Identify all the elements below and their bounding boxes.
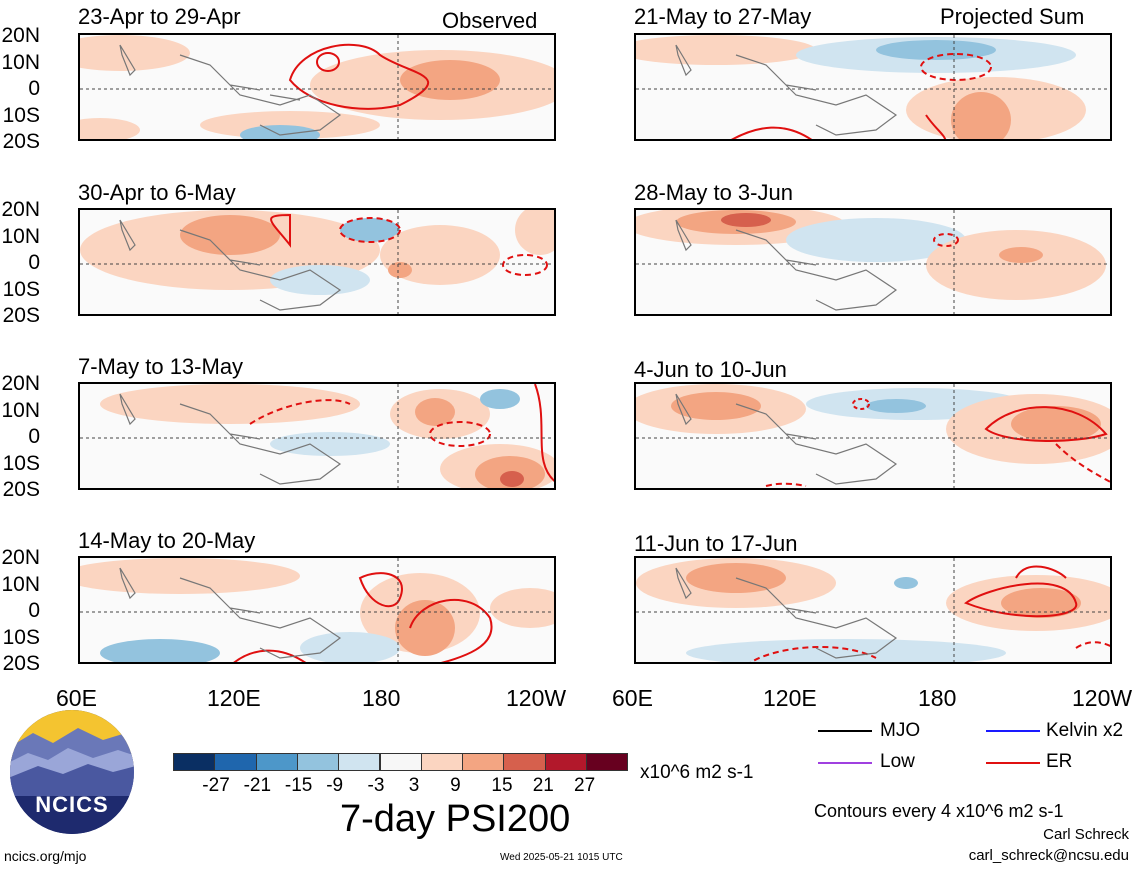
- lat-label: 20S: [2, 478, 40, 501]
- map-panel: [78, 33, 556, 141]
- colorbar-cell: [255, 753, 298, 771]
- lat-label: 10N: [1, 225, 40, 248]
- lon-label: 180: [918, 685, 957, 711]
- lon-label: 120W: [1072, 685, 1133, 711]
- lat-label: 10N: [1, 399, 40, 422]
- lat-label: 20N: [1, 372, 40, 395]
- lat-label: 20N: [1, 546, 40, 569]
- lon-label: 120E: [207, 685, 261, 711]
- legend-label-mjo: MJO: [880, 720, 921, 741]
- legend-label-kelvin: Kelvin x2: [1046, 720, 1124, 741]
- colorbar-tick: -15: [284, 775, 313, 796]
- map-panel: [78, 556, 556, 664]
- panel-title: 21-May to 27-May: [634, 4, 812, 29]
- author: Carl Schreck: [1043, 826, 1129, 843]
- contour-note: Contours every 4 x10^6 m2 s-1: [814, 801, 1064, 821]
- legend-swatch-kelvin: [986, 730, 1040, 732]
- legend-label-er: ER: [1046, 751, 1073, 772]
- colorbar-tick: 15: [491, 775, 513, 796]
- lat-label: 20S: [2, 304, 40, 327]
- map-panel: [78, 382, 556, 490]
- colorbar-tick: 3: [408, 775, 420, 796]
- ncics-logo: NCICS: [8, 708, 136, 836]
- lat-label: 0: [28, 251, 40, 274]
- lat-label: 10S: [2, 452, 40, 475]
- colorbar-tick: 21: [532, 775, 554, 796]
- lat-label: 10S: [2, 278, 40, 301]
- lon-label: 60E: [612, 685, 653, 711]
- lat-label: 20S: [2, 652, 40, 675]
- colorbar-tick: 9: [450, 775, 461, 796]
- lat-label: 10N: [1, 51, 40, 74]
- map-panel: [634, 382, 1112, 490]
- map-panel: [634, 33, 1112, 141]
- legend-swatch-low: [818, 762, 872, 764]
- lon-label: 120E: [763, 685, 817, 711]
- panel-tag: Observed: [442, 8, 538, 33]
- panel-title: 30-Apr to 6-May: [78, 180, 236, 205]
- panel-title: 7-May to 13-May: [78, 354, 244, 379]
- colorbar-cell: [296, 753, 340, 771]
- colorbar-units: x10^6 m2 s-1: [640, 762, 754, 783]
- lat-label: 0: [28, 599, 40, 622]
- lat-label: 10S: [2, 626, 40, 649]
- panel-title: 28-May to 3-Jun: [634, 180, 793, 205]
- lat-label: 0: [28, 425, 40, 448]
- colorbar-cell: [503, 753, 546, 771]
- colorbar-cell: [338, 753, 381, 771]
- colorbar-cell: [173, 753, 216, 771]
- colorbar-tick: -21: [243, 775, 272, 796]
- lat-label: 10N: [1, 573, 40, 596]
- lat-label: 10S: [2, 104, 40, 127]
- lon-label: 60E: [56, 685, 97, 711]
- colorbar-cell: [462, 753, 505, 771]
- legend-label-low: Low: [880, 751, 915, 772]
- website-link[interactable]: ncics.org/mjo: [4, 848, 87, 864]
- map-panel: [78, 208, 556, 316]
- colorbar-tick: 27: [574, 775, 596, 796]
- lat-label: 20S: [2, 130, 40, 153]
- lon-label: 120W: [506, 685, 567, 711]
- colorbar-cell: [420, 753, 464, 771]
- panel-title: 23-Apr to 29-Apr: [78, 4, 241, 29]
- lat-label: 20N: [1, 24, 40, 47]
- colorbar-cell: [586, 753, 629, 771]
- colorbar-cell: [214, 753, 257, 771]
- colorbar-tick: -3: [367, 775, 385, 796]
- figure-title: 7-day PSI200: [340, 798, 571, 840]
- timestamp: Wed 2025-05-21 1015 UTC: [500, 852, 623, 863]
- panel-title: 14-May to 20-May: [78, 528, 256, 553]
- panel-tag: Projected Sum: [940, 4, 1085, 29]
- colorbar-tick: -27: [202, 775, 230, 796]
- email: carl_schreck@ncsu.edu: [968, 847, 1129, 864]
- lon-label: 180: [362, 685, 401, 711]
- legend-swatch-mjo: [818, 730, 872, 732]
- panel-title: 11-Jun to 17-Jun: [634, 531, 798, 556]
- lat-label: 20N: [1, 198, 40, 221]
- legend-swatch-er: [986, 762, 1040, 764]
- colorbar-cell: [379, 753, 422, 771]
- colorbar-cell: [544, 753, 587, 771]
- lat-label: 0: [28, 77, 40, 100]
- map-panel: [634, 556, 1112, 664]
- panel-title: 4-Jun to 10-Jun: [634, 357, 787, 382]
- logo-text: NCICS: [35, 792, 109, 817]
- colorbar-tick: -9: [326, 775, 344, 796]
- map-panel: [634, 208, 1112, 316]
